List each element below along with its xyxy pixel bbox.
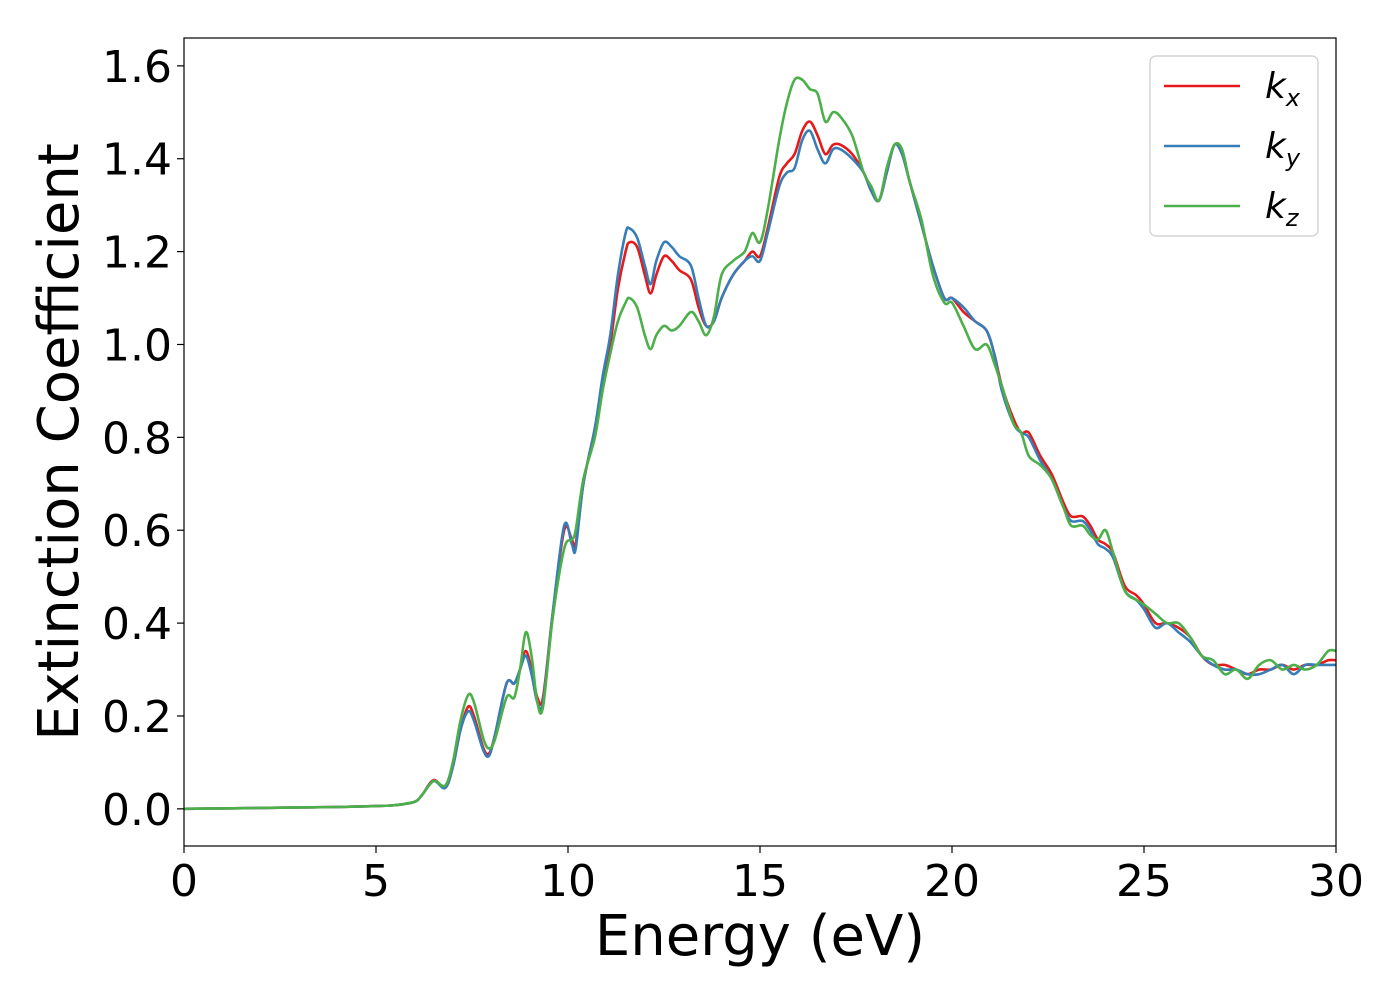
y-tick-label: 0.6: [102, 506, 172, 557]
series-line-z: [183, 76, 1337, 811]
y-tick-label: 1.0: [102, 320, 172, 371]
legend: kx ky kz: [1149, 55, 1319, 237]
y-axis-title: Extinction Coefficient: [27, 143, 92, 741]
x-axis-title: Energy (eV): [595, 904, 925, 969]
y-tick-label: 0.4: [102, 599, 172, 650]
x-tick-label: 10: [540, 856, 596, 907]
x-tick-label: 0: [170, 856, 198, 907]
y-tick-label: 0.2: [102, 692, 172, 743]
legend-label: kz: [1265, 186, 1300, 232]
x-tick-label: 15: [732, 856, 788, 907]
y-tick-label: 1.2: [102, 228, 172, 279]
legend-label: ky: [1265, 126, 1301, 172]
x-tick-label: 30: [1308, 856, 1364, 907]
y-tick-label: 0.8: [102, 413, 172, 464]
plot-lines: [183, 76, 1337, 811]
x-tick-label: 20: [924, 856, 980, 907]
x-tick-label: 5: [362, 856, 390, 907]
x-tick-label: 25: [1116, 856, 1172, 907]
legend-label: kx: [1265, 66, 1301, 112]
y-tick-label: 1.6: [102, 42, 172, 93]
x-axis: 0 5 10 15 20 25 30: [170, 846, 1364, 907]
y-tick-label: 0.0: [102, 785, 172, 836]
y-axis: 0.0 0.2 0.4 0.6 0.8 1.0 1.2 1.4 1.6: [102, 42, 184, 836]
y-tick-label: 1.4: [102, 135, 172, 186]
